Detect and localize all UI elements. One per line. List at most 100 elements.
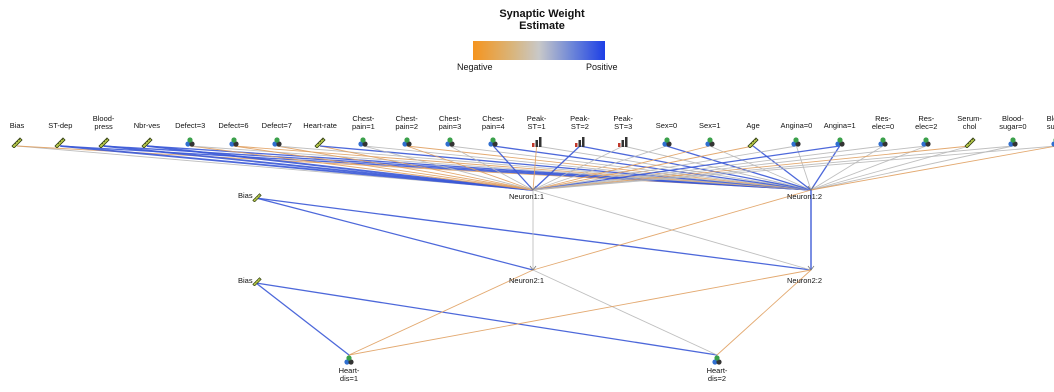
synapse-input-to-neuron-1-2 bbox=[190, 145, 812, 191]
synapse-input-to-neuron-1-1 bbox=[532, 145, 797, 191]
synapse-input-to-neuron-1-1 bbox=[532, 145, 754, 191]
nominal-icon bbox=[1007, 135, 1019, 147]
input-node-label: Blood sugar bbox=[1046, 114, 1054, 131]
ordinal-icon bbox=[574, 135, 586, 147]
nominal-icon bbox=[790, 135, 802, 147]
input-node-label: Angina=1 bbox=[823, 121, 856, 130]
nominal-icon bbox=[920, 135, 932, 147]
ruler-icon bbox=[252, 189, 262, 203]
synapse-input-to-neuron-1-1 bbox=[532, 145, 538, 191]
input-node-label: Peak- ST=2 bbox=[570, 114, 590, 131]
synapse-input-to-neuron-1-1 bbox=[146, 145, 534, 191]
synapse-h2bias-to-output-1 bbox=[255, 282, 350, 356]
input-node-label: Bias bbox=[9, 121, 25, 130]
input-node-label: Sex=0 bbox=[655, 121, 678, 130]
legend-gradient-bar bbox=[473, 41, 605, 60]
neuron-2-1-arrow bbox=[529, 265, 537, 271]
ruler-icon bbox=[141, 135, 153, 149]
synapse-input-to-neuron-1-1 bbox=[190, 145, 534, 191]
ruler-icon bbox=[747, 135, 759, 149]
synapse-input-to-neuron-1-1 bbox=[363, 145, 534, 191]
ordinal-icon bbox=[617, 135, 629, 147]
h1-bias-label: Bias bbox=[238, 191, 253, 200]
synapse-input-to-neuron-1-2 bbox=[709, 145, 812, 191]
nominal-icon bbox=[487, 135, 499, 147]
input-node-label: Res- elec=0 bbox=[871, 114, 895, 131]
ruler-icon bbox=[98, 135, 110, 149]
output-node-label: Heart- dis=2 bbox=[706, 366, 728, 383]
synapse-input-to-neuron-1-2 bbox=[493, 145, 812, 191]
ordinal-icon bbox=[531, 135, 543, 147]
input-node-label: Defect=6 bbox=[218, 121, 249, 130]
synapse-input-to-neuron-1-1 bbox=[233, 145, 534, 191]
input-node-label: Serum- chol bbox=[957, 114, 982, 131]
nominal-icon bbox=[357, 135, 369, 147]
input-node-label: Defect=7 bbox=[261, 121, 292, 130]
nominal-icon bbox=[1050, 135, 1054, 147]
synapse-input-to-neuron-1-1 bbox=[532, 145, 710, 191]
synapse-input-to-neuron-1-1 bbox=[532, 145, 1054, 191]
nominal-icon bbox=[877, 135, 889, 147]
nominal-icon bbox=[704, 135, 716, 147]
input-node-label: Angina=0 bbox=[780, 121, 813, 130]
ruler-icon bbox=[54, 135, 66, 149]
input-node-label: Sex=1 bbox=[699, 121, 721, 130]
synapse-input-to-neuron-1-2 bbox=[406, 145, 812, 191]
synapse-h1bias-to-neuron-2-1 bbox=[255, 197, 534, 271]
input-node-label: Heart-rate bbox=[303, 121, 337, 130]
synapse-input-to-neuron-1-2 bbox=[795, 145, 812, 191]
synapse-input-to-neuron-1-2 bbox=[810, 145, 1013, 191]
input-node-label: Chest- pain=1 bbox=[352, 114, 375, 131]
ruler-icon bbox=[252, 273, 262, 287]
input-node-label: Peak- ST=3 bbox=[613, 114, 633, 131]
input-node-label: Blood- sugar=0 bbox=[999, 114, 1027, 131]
nominal-icon bbox=[271, 135, 283, 147]
synapse-h2bias-to-output-2 bbox=[255, 282, 718, 356]
synapse-input-to-neuron-1-1 bbox=[532, 145, 840, 191]
synapse-input-to-neuron-1-1 bbox=[532, 145, 970, 191]
synapse-input-to-neuron-1-2 bbox=[752, 145, 812, 191]
synapse-input-to-neuron-1-1 bbox=[532, 145, 624, 191]
synapse-input-to-neuron-1-2 bbox=[536, 145, 812, 191]
nominal-icon bbox=[834, 135, 846, 147]
nominal-icon bbox=[343, 353, 355, 365]
input-node-label: Blood- press bbox=[92, 114, 115, 131]
synapse-h1bias-to-neuron-2-2 bbox=[255, 197, 812, 271]
nominal-icon bbox=[228, 135, 240, 147]
synapse-input-to-neuron-1-2 bbox=[810, 145, 970, 191]
neuron-2-2-label: Neuron2:2 bbox=[787, 276, 823, 285]
neuron-2-2-arrow bbox=[807, 265, 815, 271]
synapse-input-to-neuron-1-2 bbox=[233, 145, 812, 191]
synapse-input-to-neuron-1-2 bbox=[449, 145, 812, 191]
nominal-icon bbox=[661, 135, 673, 147]
input-node-label: Peak- ST=1 bbox=[526, 114, 547, 131]
legend-negative-label: Negative bbox=[457, 62, 493, 72]
nominal-icon bbox=[401, 135, 413, 147]
synapse-input-to-neuron-1-1 bbox=[406, 145, 534, 191]
synapse-input-to-neuron-1-1 bbox=[532, 145, 581, 191]
synapse-input-to-neuron-1-1 bbox=[492, 145, 534, 191]
synapse-neuron-2-1-to-output-2 bbox=[532, 269, 718, 356]
synapse-input-to-neuron-1-2 bbox=[810, 145, 841, 191]
output-node-label: Heart- dis=1 bbox=[338, 366, 360, 383]
ruler-icon bbox=[964, 135, 976, 149]
synapse-input-to-neuron-1-2 bbox=[810, 145, 927, 191]
nominal-icon bbox=[184, 135, 196, 147]
synapse-input-to-neuron-1-2 bbox=[666, 145, 812, 191]
legend-positive-label: Positive bbox=[586, 62, 618, 72]
synapse-input-to-neuron-1-2 bbox=[623, 145, 812, 191]
nominal-icon bbox=[711, 353, 723, 365]
synapse-input-to-neuron-1-1 bbox=[532, 145, 1013, 191]
input-node-label: Chest- pain=4 bbox=[481, 114, 505, 131]
synapse-input-to-neuron-1-2 bbox=[363, 145, 812, 191]
synapse-input-to-neuron-1-1 bbox=[449, 145, 534, 191]
synapse-input-to-neuron-1-1 bbox=[532, 145, 667, 191]
legend-title: Synaptic Weight Estimate bbox=[499, 8, 585, 32]
synapse-input-to-neuron-1-2 bbox=[320, 145, 812, 191]
synapse-input-to-neuron-1-1 bbox=[320, 145, 534, 191]
neuron-1-2-label: Neuron1:2 bbox=[787, 192, 823, 201]
synapse-input-to-neuron-1-1 bbox=[276, 145, 534, 191]
input-node-label: Defect=3 bbox=[175, 121, 206, 130]
